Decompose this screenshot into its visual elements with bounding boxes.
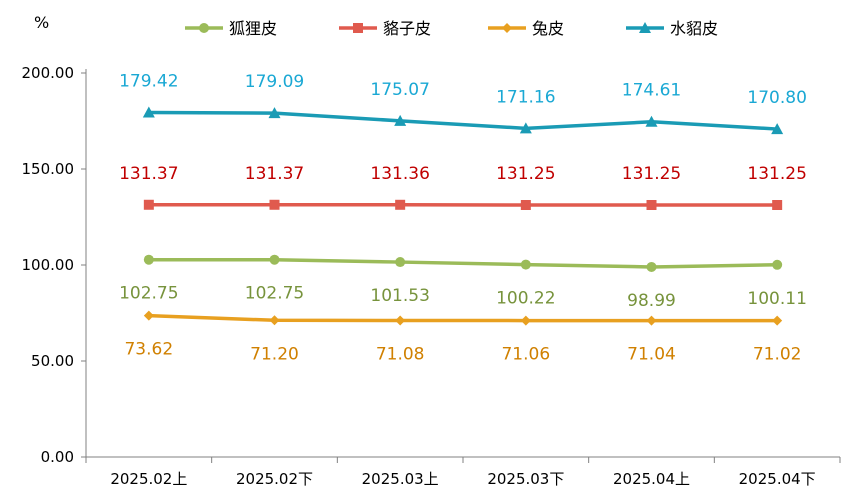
data-label: 174.61 <box>622 81 681 101</box>
data-label: 131.25 <box>622 164 681 184</box>
data-label: 170.80 <box>747 88 806 108</box>
series-1 <box>143 199 783 210</box>
legend-marker <box>199 23 209 33</box>
data-point <box>646 261 657 272</box>
data-point <box>143 199 154 210</box>
data-point <box>645 115 658 127</box>
data-point <box>269 199 280 210</box>
data-label: 131.37 <box>119 164 178 184</box>
legend-label: 兔皮 <box>532 19 564 38</box>
series-lines <box>142 106 784 326</box>
data-point <box>143 310 154 321</box>
data-point <box>520 259 531 270</box>
data-label: 131.36 <box>370 164 429 184</box>
legend-label: 水貂皮 <box>670 19 718 38</box>
series-2 <box>143 310 783 326</box>
data-point <box>394 114 407 126</box>
data-label: 131.25 <box>496 164 555 184</box>
legend-marker <box>639 22 651 33</box>
data-point <box>269 315 280 326</box>
data-label: 175.07 <box>370 80 429 100</box>
legend-item: 兔皮 <box>488 19 564 38</box>
data-label: 71.08 <box>376 345 425 365</box>
series-line <box>148 257 778 269</box>
x-tick-label: 2025.04上 <box>613 470 690 488</box>
data-point <box>772 200 783 210</box>
x-tick-label: 2025.03上 <box>362 470 439 488</box>
data-point <box>395 315 406 326</box>
data-label: 102.75 <box>119 284 178 304</box>
legend-item: 狐狸皮 <box>185 19 277 38</box>
data-label: 171.16 <box>496 87 555 107</box>
data-point <box>519 122 532 134</box>
series-line <box>148 313 778 323</box>
data-label: 71.20 <box>250 344 299 364</box>
data-label: 102.75 <box>245 284 304 304</box>
data-label: 131.37 <box>245 164 304 184</box>
data-label: 100.11 <box>747 289 806 309</box>
y-tick-label: 100.00 <box>22 256 75 274</box>
data-point <box>771 123 784 135</box>
data-label: 98.99 <box>627 291 676 311</box>
x-tick-label: 2025.02下 <box>236 470 313 488</box>
legend-item: 水貂皮 <box>626 19 718 38</box>
axes: 0.00 50.00 100.00 150.00 200.00 2025.02上 2025.… <box>22 64 841 488</box>
data-point <box>772 259 783 270</box>
y-tick-label: 0.00 <box>41 448 74 466</box>
series-3 <box>142 106 784 135</box>
x-tick-label: 2025.04下 <box>739 470 816 488</box>
legend: 狐狸皮 貉子皮 兔皮 水貂皮 <box>185 19 718 38</box>
data-point <box>395 199 406 210</box>
data-point <box>269 254 280 265</box>
data-point <box>646 200 657 210</box>
data-point <box>143 254 154 265</box>
x-tick-label: 2025.03下 <box>487 470 564 488</box>
data-label: 71.06 <box>501 345 550 365</box>
x-tick-label: 2025.02上 <box>110 470 187 488</box>
data-label: 73.62 <box>124 340 173 360</box>
data-label: 101.53 <box>370 286 429 306</box>
y-axis-unit: % <box>34 13 49 32</box>
legend-label: 貉子皮 <box>383 19 431 38</box>
data-point <box>520 315 531 326</box>
series-line <box>148 110 778 131</box>
data-label: 179.09 <box>245 72 304 92</box>
y-tick-label: 200.00 <box>22 64 75 82</box>
data-label: 100.22 <box>496 289 555 309</box>
data-point <box>268 107 281 119</box>
legend-marker <box>353 23 363 33</box>
data-point <box>520 200 531 210</box>
data-point <box>772 315 783 326</box>
legend-marker <box>502 23 512 33</box>
legend-item: 貉子皮 <box>339 19 431 38</box>
y-tick-label: 150.00 <box>22 160 75 178</box>
data-label: 71.02 <box>753 345 802 365</box>
data-point <box>142 106 155 118</box>
data-point <box>646 315 657 326</box>
y-tick-label: 50.00 <box>31 352 74 370</box>
data-label: 71.04 <box>627 345 676 365</box>
data-label: 179.42 <box>119 72 178 92</box>
series-0 <box>143 254 783 272</box>
legend-label: 狐狸皮 <box>229 19 277 38</box>
data-labels: 102.75 102.75 101.53 100.22 98.99 100.11 131.3… <box>119 72 807 365</box>
data-label: 131.25 <box>747 164 806 184</box>
data-point <box>395 257 406 268</box>
